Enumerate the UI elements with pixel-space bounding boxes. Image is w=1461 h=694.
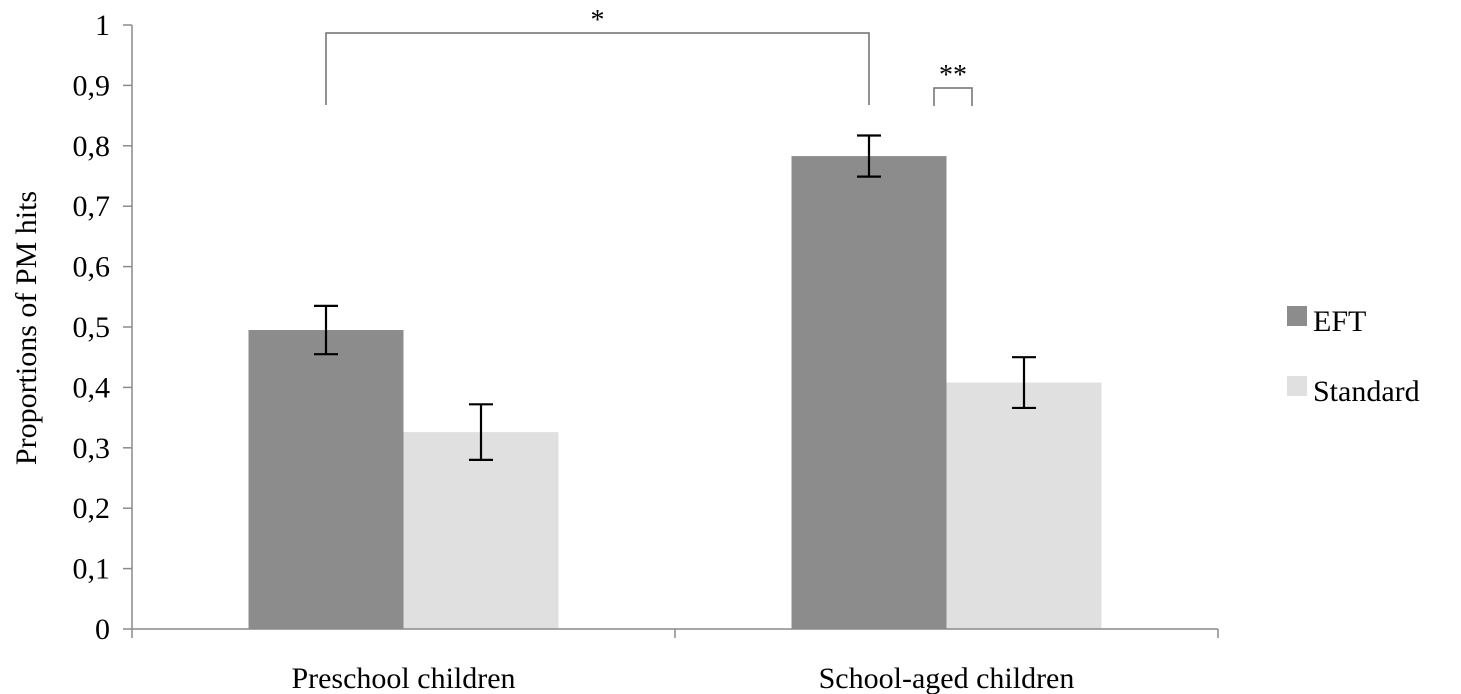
x-category-label: Preschool children — [291, 662, 515, 694]
legend-swatch — [1287, 306, 1307, 326]
y-tick-label: 0 — [95, 613, 110, 646]
y-tick-label: 0,5 — [73, 311, 111, 344]
legend: EFT Standard — [1287, 305, 1420, 408]
error-bar — [469, 403, 493, 461]
y-tick-label: 0,3 — [73, 432, 111, 465]
legend-item-eft: EFT — [1287, 305, 1366, 338]
y-axis-title: Proportions of PM hits — [10, 191, 43, 465]
error-bars-group — [314, 134, 1036, 461]
significance-label: ** — [939, 60, 967, 91]
legend-swatch — [1287, 376, 1307, 396]
y-tick-label: 0,1 — [73, 553, 111, 586]
legend-label: EFT — [1313, 305, 1366, 338]
bar-eft-0 — [248, 330, 404, 629]
error-bar — [1012, 356, 1036, 410]
significance-label: * — [591, 5, 605, 36]
bar-standard-1 — [946, 382, 1102, 629]
x-category-label: School-aged children — [819, 662, 1075, 694]
y-tick-label: 0,9 — [73, 69, 111, 102]
legend-item-standard: Standard — [1287, 375, 1420, 408]
x-axis: Preschool children School-aged children — [131, 628, 1219, 694]
y-tick-label: 1 — [95, 9, 110, 42]
error-bar — [314, 304, 338, 356]
y-tick-label: 0,8 — [73, 130, 111, 163]
significance-bracket: ** — [933, 60, 973, 106]
error-bar — [857, 134, 881, 178]
legend-label: Standard — [1313, 375, 1420, 408]
y-tick-label: 0,4 — [73, 371, 111, 404]
bars-group — [248, 156, 1102, 629]
y-tick-label: 0,2 — [73, 492, 111, 525]
significance-bracket: * — [325, 5, 870, 105]
y-axis: 0 0,1 0,2 0,3 0,4 0,5 0,6 0,7 0,8 0,9 1 — [73, 9, 133, 646]
y-tick-label: 0,6 — [73, 251, 111, 284]
significance-group: *** — [325, 5, 973, 106]
bar-standard-0 — [403, 432, 559, 629]
y-tick-label: 0,7 — [73, 190, 111, 223]
bar-eft-1 — [791, 156, 947, 629]
